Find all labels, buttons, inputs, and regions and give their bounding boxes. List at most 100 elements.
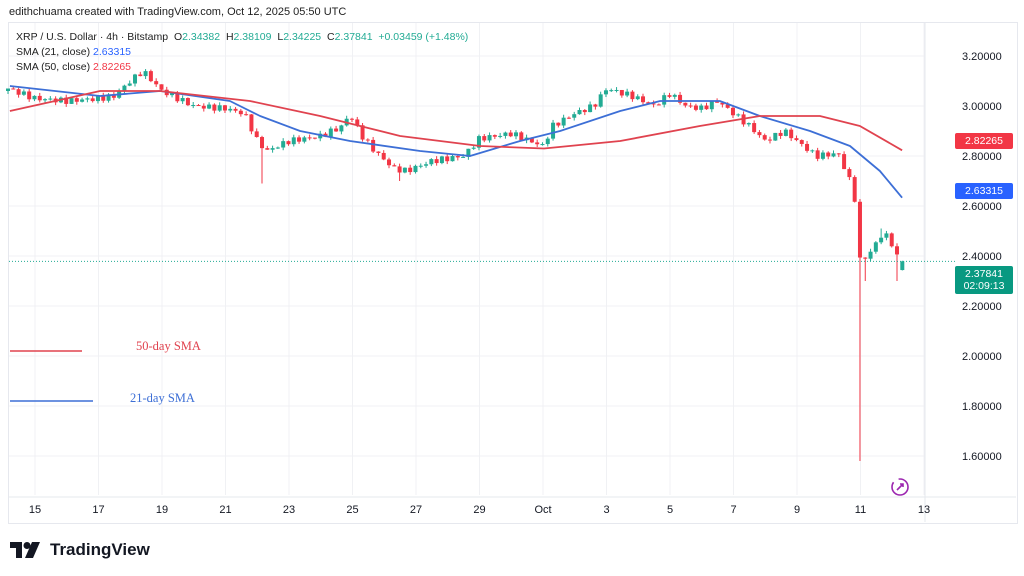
y-tick-label: 3.00000 [962,101,1002,113]
candle-body [588,104,593,113]
candle-body [138,74,143,77]
candle-body [852,177,857,202]
candle-body [503,132,508,136]
y-tick-label: 2.00000 [962,351,1002,363]
high-value: 2.38109 [233,31,272,43]
sma21-value: 2.63315 [93,46,132,58]
candle-body [217,105,222,111]
x-tick-label: 7 [730,504,736,516]
sma50-legend[interactable]: SMA (50, close) 2.82265 [16,61,131,73]
candle-body [519,132,524,141]
candle-body [778,132,783,136]
candle-body [688,105,693,107]
candle-body [704,105,709,110]
candle-body [466,148,471,157]
candle-body [836,153,841,155]
x-tick-label: 21 [219,504,231,516]
candle-body [773,132,778,141]
candle-body [191,105,196,107]
candle-body [238,110,243,115]
candle-body [207,104,212,109]
y-tick-label: 1.80000 [962,401,1002,413]
candle-body [482,136,487,141]
y-tick-label: 1.60000 [962,451,1002,463]
candle-body [487,135,492,141]
candle-body [233,108,238,111]
candle-body [683,102,688,106]
candle-body [868,251,873,259]
candle-body [127,83,132,86]
candle-body [598,94,603,107]
candle-body [21,91,26,95]
sma50-annotation: 50-day SMA [136,339,201,353]
candle-body [185,98,190,106]
candle-body [254,131,259,138]
candle-body [260,137,265,149]
candle-body [122,85,127,92]
x-tick-label: 15 [29,504,41,516]
candle-body [445,156,450,162]
candle-body [286,141,291,145]
high-label: H [225,31,234,43]
candle-body [450,156,455,162]
candle-body [32,95,37,100]
sma50-value: 2.82265 [93,61,132,73]
candle-body [752,123,757,133]
x-tick-label: Oct [534,504,551,516]
x-tick-label: 17 [92,504,104,516]
candle-body [365,139,370,141]
candle-body [48,98,53,100]
sma21-label: SMA (21, close) [16,46,91,58]
candle-body [895,246,900,255]
candle-body [799,140,804,144]
x-tick-label: 25 [346,504,358,516]
candle-body [201,105,206,109]
candle-body [720,102,725,105]
close-value: 2.37841 [334,31,373,43]
candle-body [413,165,418,173]
sma21-legend[interactable]: SMA (21, close) 2.63315 [16,46,131,58]
candle-body [847,169,852,178]
candle-body [270,148,275,150]
candle-body [884,233,889,238]
candle-body [154,81,159,85]
candle-body [434,159,439,164]
candle-body [318,133,323,139]
candle-body [582,110,587,113]
candle-body [725,104,730,108]
candle-body [418,165,423,167]
replay-icon[interactable] [891,478,909,496]
change-value: +0.03459 (+1.48%) [378,31,469,43]
candle-body [307,137,312,139]
candle-body [678,94,683,103]
y-tick-label: 2.60000 [962,201,1002,213]
candle-body [603,90,608,95]
candle-body [826,152,831,157]
candle-body [492,135,497,137]
tradingview-logo[interactable]: TradingView [10,540,150,560]
candle-body [148,71,153,82]
candle-body [545,138,550,145]
candle-body [667,95,672,97]
chart-credit: edithchuama created with TradingView.com… [9,6,347,18]
candle-body [27,91,32,100]
candle-body [577,110,582,115]
candle-body [196,105,201,107]
candle-body [476,136,481,148]
candle-body [715,101,720,103]
chart-frame[interactable] [8,22,1018,524]
candle-body [429,159,434,165]
open-value: 2.34382 [182,31,221,43]
open-label: O [173,31,183,43]
candle-body [815,150,820,159]
candle-body [6,88,11,91]
y-tick-label: 2.80000 [962,151,1002,163]
candle-body [228,108,233,111]
x-tick-label: 11 [855,504,866,516]
candle-body [879,237,884,243]
last-price-tag: 2.37841 02:09:13 [955,266,1013,294]
candle-body [381,152,386,160]
candle-body [275,147,280,149]
candle-body [651,103,656,105]
